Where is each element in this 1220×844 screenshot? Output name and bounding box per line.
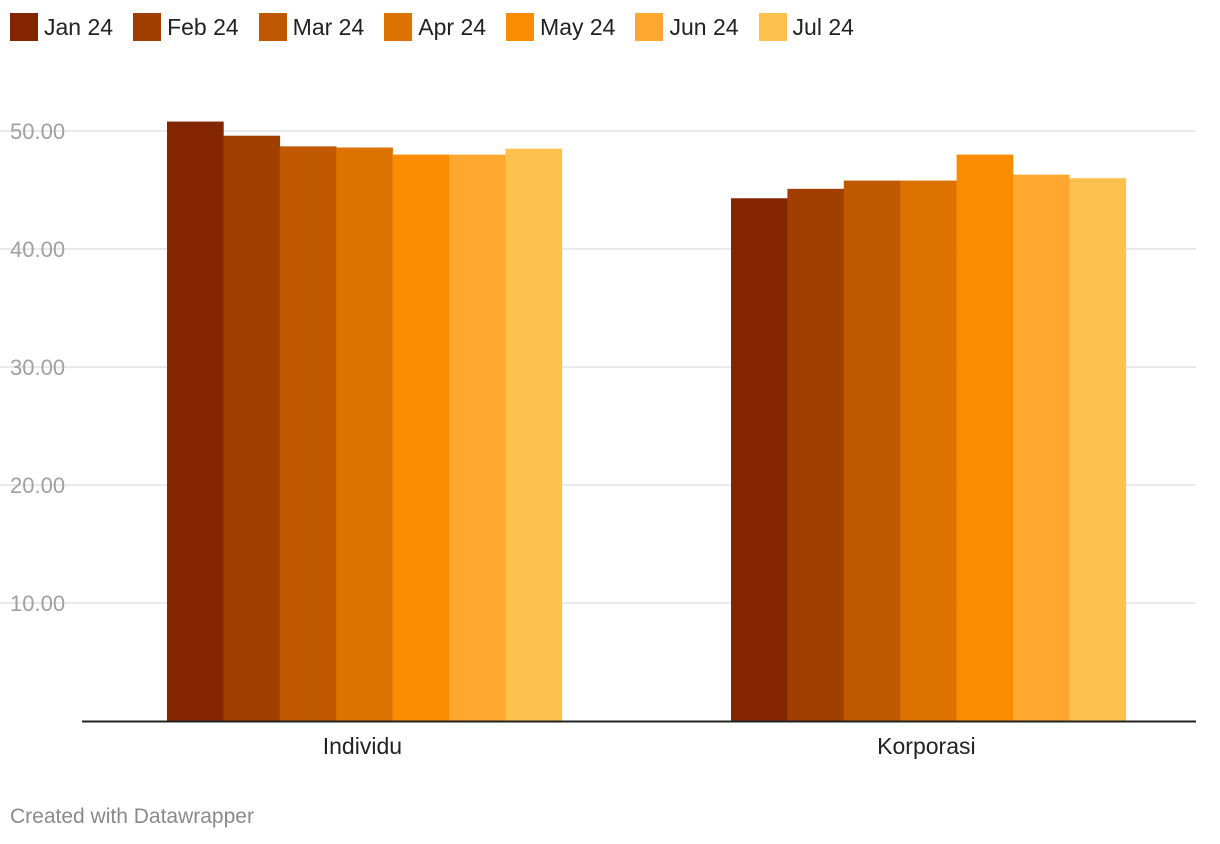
legend-item: Apr 24 <box>384 13 486 41</box>
y-tick-label: 20.00 <box>10 473 65 498</box>
bar-chart: 10.00 20.00 30.00 40.00 50.00 Individu Korpor… <box>0 119 1196 759</box>
legend-swatch <box>10 13 38 41</box>
bar-individu-jan-24 <box>167 121 224 721</box>
bar-individu-apr-24 <box>336 147 393 721</box>
x-axis-tick-labels: Individu Korporasi <box>323 733 976 759</box>
y-tick-label: 10.00 <box>10 591 65 616</box>
y-tick-label: 30.00 <box>10 355 65 380</box>
bar-korporasi-apr-24 <box>900 180 957 721</box>
legend-swatch <box>258 13 287 41</box>
bar-korporasi-feb-24 <box>787 188 845 721</box>
legend-item: Jun 24 <box>635 13 739 41</box>
legend-label: Jun 24 <box>669 13 739 40</box>
bar-individu-mar-24 <box>279 146 337 722</box>
bar-korporasi-mar-24 <box>843 180 901 721</box>
legend-swatch <box>384 13 413 41</box>
y-tick-label: 50.00 <box>10 119 65 144</box>
legend-label: Apr 24 <box>418 13 487 40</box>
legend-item: May 24 <box>506 13 615 41</box>
bar-korporasi-jun-24 <box>1013 174 1070 721</box>
legend-swatch <box>635 13 664 41</box>
x-tick-label: Individu <box>323 733 402 759</box>
legend-swatch <box>506 13 535 41</box>
legend-label: Jul 24 <box>792 13 854 40</box>
bar-individu-may-24 <box>392 154 450 722</box>
bar-korporasi-may-24 <box>956 154 1014 722</box>
legend-label: Jan 24 <box>44 13 114 40</box>
bars <box>167 121 1127 722</box>
legend-item: Jan 24 <box>10 13 113 41</box>
legend-swatch <box>133 13 162 41</box>
x-tick-label: Korporasi <box>877 733 975 759</box>
y-tick-label: 40.00 <box>10 237 65 262</box>
bar-individu-jul-24 <box>505 148 563 721</box>
bar-korporasi-jul-24 <box>1069 178 1127 721</box>
bar-individu-jun-24 <box>449 154 506 722</box>
legend-item: Feb 24 <box>133 13 239 41</box>
bar-korporasi-jan-24 <box>731 198 788 721</box>
footer-credit: Created with Datawrapper <box>10 805 254 828</box>
bar-individu-feb-24 <box>223 135 281 722</box>
y-axis-tick-labels: 10.00 20.00 30.00 40.00 50.00 <box>10 119 65 616</box>
legend-swatch <box>758 13 787 41</box>
legend-label: May 24 <box>540 13 616 40</box>
chart-legend: Jan 24 Feb 24 Mar 24 Apr 24 May 24 Jun 24 Jul … <box>10 10 874 44</box>
legend-label: Feb 24 <box>167 13 239 40</box>
legend-item: Jul 24 <box>758 13 854 41</box>
legend-label: Mar 24 <box>292 13 365 40</box>
legend-item: Mar 24 <box>258 13 365 41</box>
